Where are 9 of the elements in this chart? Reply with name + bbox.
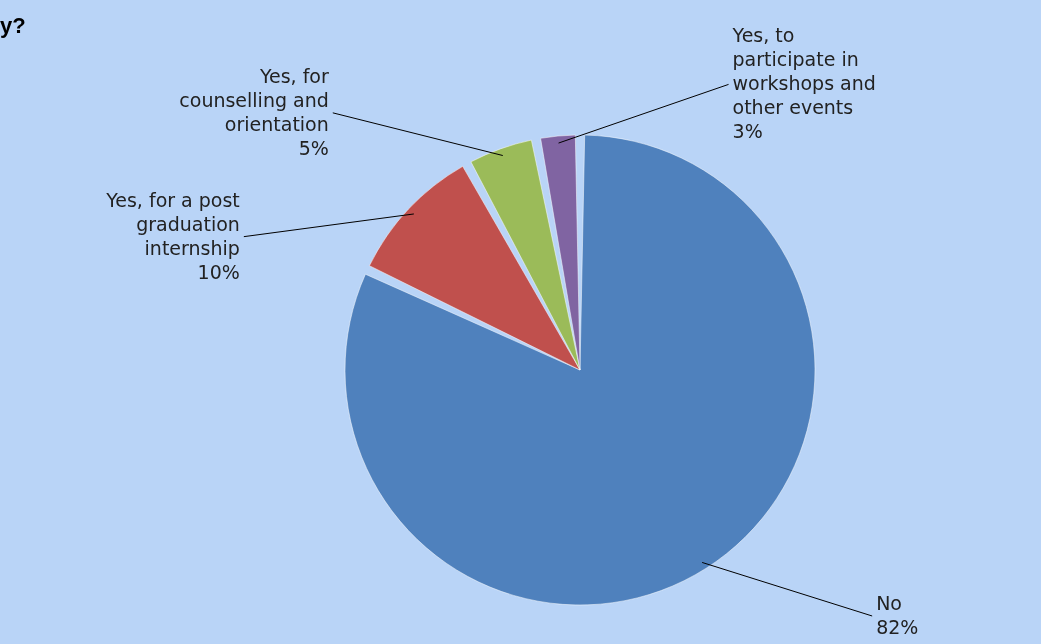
data-label: 10% bbox=[197, 260, 240, 283]
chart-title: y? bbox=[0, 13, 26, 38]
slice-label: Yes, for a post graduation internship bbox=[105, 188, 240, 259]
data-label: 3% bbox=[732, 120, 763, 143]
data-label: 5% bbox=[298, 136, 329, 159]
slice-label: No bbox=[876, 592, 902, 614]
data-label: 82% bbox=[876, 616, 919, 638]
slice-label: Yes, for counselling and orientation bbox=[179, 64, 329, 135]
slice-label: Yes, to participate in workshops and other events bbox=[731, 24, 876, 119]
